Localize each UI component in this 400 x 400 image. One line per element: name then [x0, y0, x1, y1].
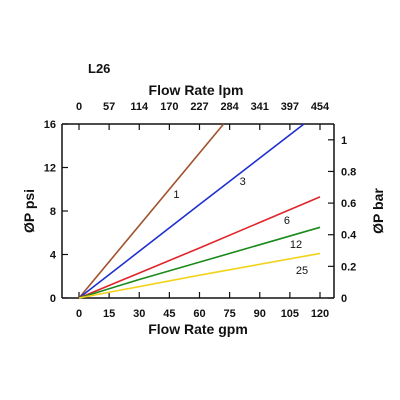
top-x-tick-label: 341 [251, 101, 269, 113]
x-axis-title: Flow Rate gpm [148, 321, 248, 337]
x-tick-label: 105 [281, 308, 299, 320]
top-x-axis-title: Flow Rate lpm [149, 82, 244, 98]
right-y-tick-label: 1 [341, 135, 347, 147]
top-x-tick-label: 0 [76, 101, 82, 113]
series-line-25 [78, 252, 321, 299]
right-y-tick-label: 0.6 [341, 198, 356, 210]
series-label-6: 6 [284, 215, 290, 227]
series-label-3: 3 [240, 176, 246, 188]
top-x-tick-label: 454 [311, 101, 330, 113]
series-label-25: 25 [296, 265, 308, 277]
x-tick-label: 120 [311, 308, 329, 320]
x-tick-label: 60 [193, 308, 205, 320]
x-tick-label: 15 [103, 308, 115, 320]
series-layer: 1 3 612 25 [78, 123, 321, 299]
series-label-12: 12 [290, 239, 302, 251]
x-tick-label: 0 [76, 308, 82, 320]
right-y-axis-title: ØP bar [370, 188, 386, 234]
y-tick-label: 12 [44, 163, 56, 175]
x-tick-label: 45 [163, 308, 175, 320]
y-tick-label: 16 [44, 119, 56, 131]
y-tick-label: 4 [50, 250, 57, 262]
series-line-6 [78, 196, 321, 299]
series-line-3 [78, 123, 305, 299]
top-x-tick-label: 397 [281, 101, 299, 113]
x-tick-label: 30 [133, 308, 145, 320]
series-line-12 [78, 226, 321, 299]
series-label-1: 1 [173, 189, 179, 201]
chart-title: L26 [88, 61, 110, 76]
top-x-tick-label: 170 [160, 101, 178, 113]
y-tick-label: 8 [50, 206, 56, 218]
right-y-tick-label: 0.2 [341, 261, 356, 273]
top-x-tick-label: 227 [190, 101, 208, 113]
right-y-tick-label: 0.8 [341, 166, 356, 178]
top-x-tick-label: 284 [220, 101, 239, 113]
top-x-tick-label: 57 [103, 101, 115, 113]
top-x-tick-label: 114 [130, 101, 149, 113]
x-tick-label: 75 [224, 308, 236, 320]
y-tick-label: 0 [50, 293, 56, 305]
y-axis-title: ØP psi [21, 189, 37, 233]
x-tick-label: 90 [254, 308, 266, 320]
right-y-tick-label: 0 [341, 293, 347, 305]
series-line-1 [78, 123, 225, 299]
right-y-tick-label: 0.4 [341, 230, 357, 242]
